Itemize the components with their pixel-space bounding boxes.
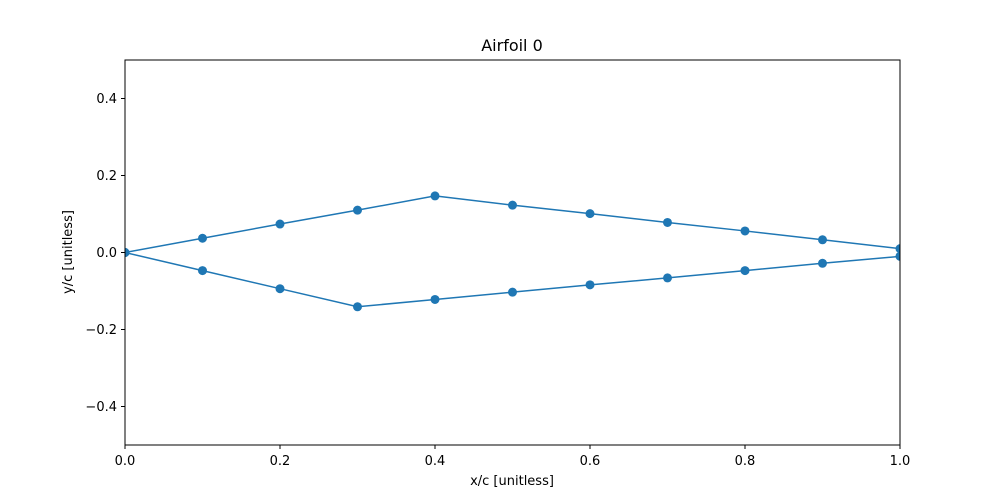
series-0-point [198, 233, 207, 243]
series-0-point [275, 219, 285, 229]
series-layer [125, 191, 900, 312]
series-1-point [353, 302, 362, 312]
series-1-point [125, 248, 130, 257]
series-1-point [818, 258, 827, 268]
x-tick-label: 1.0 [890, 454, 911, 469]
series-0-point [353, 205, 362, 215]
series-0-point [585, 209, 595, 219]
series-1-point [198, 266, 207, 276]
series-1-point [508, 287, 517, 297]
series-1-point [895, 251, 900, 261]
y-axis: −0.4 −0.2 0.0 0.2 0.4 [85, 92, 125, 415]
chart-title: Airfoil 0 [481, 36, 543, 55]
y-axis-label: y/c [unitless] [61, 210, 76, 294]
series-1-point [585, 280, 595, 290]
x-tick-label: 0.2 [270, 454, 291, 469]
series-0-point [508, 200, 517, 210]
y-tick-label: 0.2 [96, 169, 117, 184]
series-1-point [430, 294, 440, 304]
series-1-point [275, 284, 285, 294]
x-tick-label: 0.4 [425, 454, 446, 469]
series-0-point [663, 217, 672, 227]
series-1-point [740, 266, 750, 276]
x-tick-label: 0.6 [580, 454, 601, 469]
y-tick-label: −0.2 [85, 323, 117, 338]
x-tick-label: 0.8 [735, 454, 756, 469]
y-tick-label: −0.4 [85, 400, 117, 415]
x-axis-label: x/c [unitless] [470, 474, 554, 489]
y-tick-label: 0.4 [96, 92, 117, 107]
x-axis: 0.0 0.2 0.4 0.6 0.8 1.0 [115, 445, 911, 469]
y-tick-label: 0.0 [96, 246, 117, 261]
x-tick-label: 0.0 [115, 454, 136, 469]
series-0-point [895, 244, 900, 254]
series-0-point [430, 191, 440, 201]
series-0-point [818, 235, 827, 245]
series-0-point [740, 226, 750, 236]
series-1-point [663, 273, 672, 283]
